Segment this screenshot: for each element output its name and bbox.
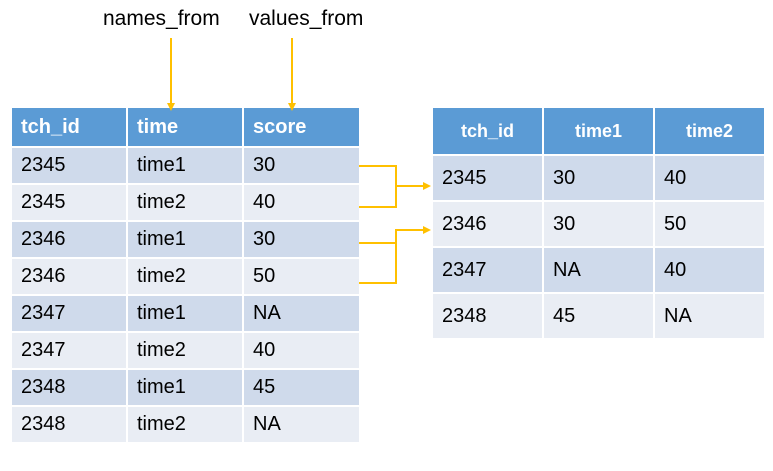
table-row: 2348 time2 NA xyxy=(10,405,361,444)
table-cell: 2348 xyxy=(10,405,128,444)
table-cell: time2 xyxy=(126,183,244,222)
row-2346-connector xyxy=(359,242,397,284)
table-cell: NA xyxy=(653,292,766,340)
table-cell: 2347 xyxy=(10,294,128,333)
long-format-table: tch_id time score 2345 time1 30 2345 tim… xyxy=(10,106,361,444)
table-cell: time2 xyxy=(126,257,244,296)
table-cell: 2347 xyxy=(431,246,544,294)
table-cell: 2345 xyxy=(10,183,128,222)
header-cell: time xyxy=(126,106,244,148)
table-row: 2345 time1 30 xyxy=(10,146,361,185)
table-cell: 45 xyxy=(242,368,361,407)
table-cell: time1 xyxy=(126,368,244,407)
table-cell: 2345 xyxy=(10,146,128,185)
header-row: tch_id time score xyxy=(10,106,361,148)
table-cell: 30 xyxy=(242,146,361,185)
table-cell: 2345 xyxy=(431,154,544,202)
table-row: 2346 30 50 xyxy=(431,200,766,248)
table-row: 2347 time1 NA xyxy=(10,294,361,333)
table-cell: time1 xyxy=(126,146,244,185)
values-from-label: values_from xyxy=(249,7,364,30)
table-cell: 50 xyxy=(242,257,361,296)
names-from-label: names_from xyxy=(103,7,220,30)
table-cell: time2 xyxy=(126,405,244,444)
table-row: 2345 time2 40 xyxy=(10,183,361,222)
table-row: 2345 30 40 xyxy=(431,154,766,202)
table-cell: 50 xyxy=(653,200,766,248)
row-2346-arrow xyxy=(395,226,431,243)
table-cell: 2346 xyxy=(10,257,128,296)
table-cell: 40 xyxy=(653,246,766,294)
header-cell: time2 xyxy=(653,106,766,156)
table-cell: NA xyxy=(242,294,361,333)
table-cell: time2 xyxy=(126,331,244,370)
header-cell: tch_id xyxy=(431,106,544,156)
table-cell: time1 xyxy=(126,294,244,333)
table-cell: NA xyxy=(242,405,361,444)
table-cell: 2348 xyxy=(10,368,128,407)
table-cell: 2346 xyxy=(431,200,544,248)
table-row: 2346 time2 50 xyxy=(10,257,361,296)
header-cell: score xyxy=(242,106,361,148)
table-cell: NA xyxy=(542,246,655,294)
table-row: 2348 time1 45 xyxy=(10,368,361,407)
table-cell: 45 xyxy=(542,292,655,340)
table-row: 2348 45 NA xyxy=(431,292,766,340)
row-2345-connector xyxy=(359,165,397,208)
header-cell: tch_id xyxy=(10,106,128,148)
table-row: 2346 time1 30 xyxy=(10,220,361,259)
header-cell: time1 xyxy=(542,106,655,156)
table-cell: 30 xyxy=(542,154,655,202)
table-cell: time1 xyxy=(126,220,244,259)
table-cell: 2347 xyxy=(10,331,128,370)
table-cell: 40 xyxy=(242,331,361,370)
header-row: tch_id time1 time2 xyxy=(431,106,766,156)
table-row: 2347 NA 40 xyxy=(431,246,766,294)
table-cell: 40 xyxy=(242,183,361,222)
table-row: 2347 time2 40 xyxy=(10,331,361,370)
table-cell: 30 xyxy=(542,200,655,248)
table-cell: 2346 xyxy=(10,220,128,259)
wide-format-table: tch_id time1 time2 2345 30 40 2346 30 50… xyxy=(431,106,766,340)
table-cell: 40 xyxy=(653,154,766,202)
table-cell: 30 xyxy=(242,220,361,259)
table-cell: 2348 xyxy=(431,292,544,340)
